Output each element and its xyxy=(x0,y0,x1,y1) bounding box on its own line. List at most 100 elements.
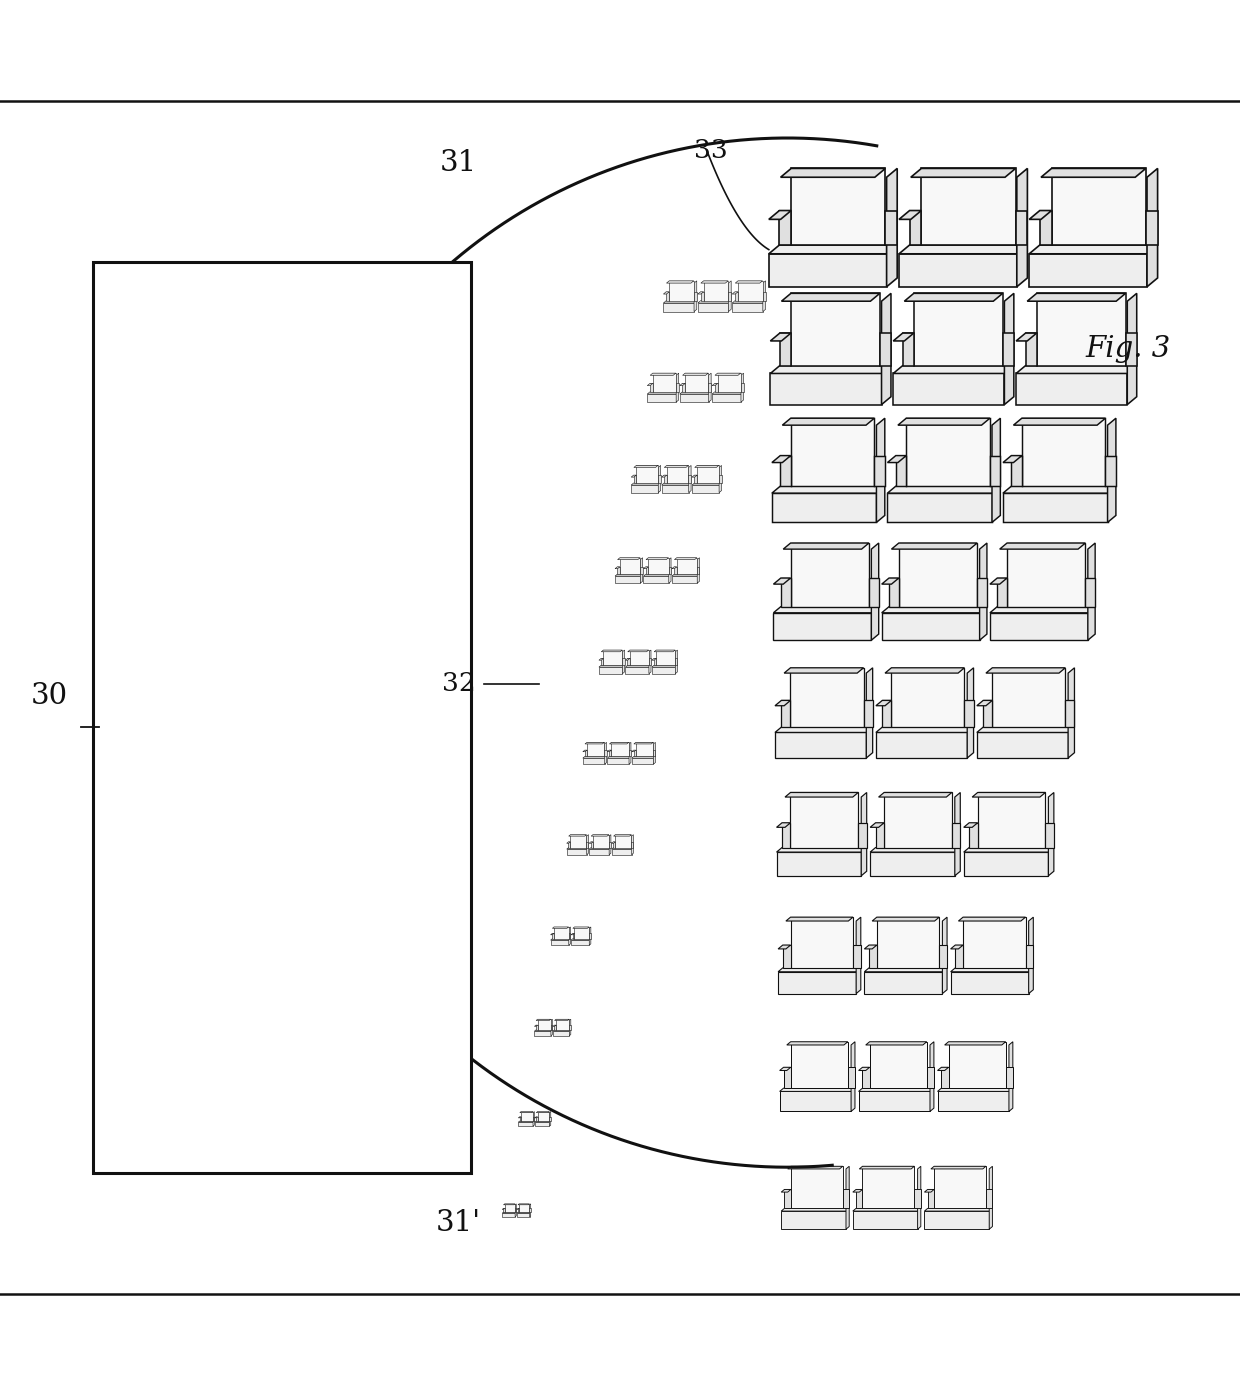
Polygon shape xyxy=(851,1041,854,1111)
Polygon shape xyxy=(963,917,1025,967)
Polygon shape xyxy=(864,967,947,972)
Polygon shape xyxy=(770,373,882,405)
Polygon shape xyxy=(589,934,591,938)
Polygon shape xyxy=(625,665,651,667)
Polygon shape xyxy=(644,576,668,583)
Polygon shape xyxy=(980,543,987,640)
Text: 33: 33 xyxy=(694,138,728,163)
Polygon shape xyxy=(787,1041,848,1045)
Polygon shape xyxy=(698,301,732,303)
Polygon shape xyxy=(604,750,606,756)
Polygon shape xyxy=(853,945,861,967)
Polygon shape xyxy=(652,658,656,660)
Polygon shape xyxy=(649,650,651,674)
Polygon shape xyxy=(569,1025,570,1030)
Polygon shape xyxy=(647,393,678,394)
Polygon shape xyxy=(570,835,587,848)
Polygon shape xyxy=(1126,333,1137,366)
Polygon shape xyxy=(680,383,686,386)
Polygon shape xyxy=(631,759,653,764)
Polygon shape xyxy=(742,373,744,402)
Polygon shape xyxy=(601,658,604,665)
Polygon shape xyxy=(781,1208,849,1211)
Polygon shape xyxy=(983,700,992,727)
Polygon shape xyxy=(697,558,699,583)
Polygon shape xyxy=(893,373,1004,405)
Polygon shape xyxy=(791,917,853,967)
Polygon shape xyxy=(662,475,667,477)
Polygon shape xyxy=(898,418,990,425)
Polygon shape xyxy=(955,945,963,967)
Polygon shape xyxy=(863,700,873,727)
Polygon shape xyxy=(990,607,1095,612)
Polygon shape xyxy=(930,1041,934,1111)
Polygon shape xyxy=(551,1025,552,1030)
Polygon shape xyxy=(910,168,1016,177)
Polygon shape xyxy=(942,917,947,994)
Polygon shape xyxy=(599,667,622,674)
Polygon shape xyxy=(640,567,642,574)
Polygon shape xyxy=(712,394,742,402)
Polygon shape xyxy=(666,281,693,283)
Polygon shape xyxy=(939,945,947,967)
Polygon shape xyxy=(1025,333,1037,366)
Polygon shape xyxy=(675,558,697,560)
Polygon shape xyxy=(534,1122,549,1126)
Polygon shape xyxy=(634,475,636,483)
Polygon shape xyxy=(1007,543,1085,607)
Polygon shape xyxy=(921,168,1016,245)
Polygon shape xyxy=(763,292,765,301)
Polygon shape xyxy=(776,848,867,852)
Polygon shape xyxy=(675,567,677,574)
Polygon shape xyxy=(609,750,611,756)
Text: Fig. 3: Fig. 3 xyxy=(1086,335,1171,363)
Polygon shape xyxy=(503,1208,505,1212)
Polygon shape xyxy=(999,543,1085,548)
Polygon shape xyxy=(791,418,874,486)
Polygon shape xyxy=(1029,917,1033,994)
Polygon shape xyxy=(631,842,634,848)
Polygon shape xyxy=(879,792,952,798)
Polygon shape xyxy=(719,475,722,483)
Polygon shape xyxy=(604,650,622,665)
Polygon shape xyxy=(977,727,1075,732)
Polygon shape xyxy=(791,294,880,366)
Polygon shape xyxy=(672,574,699,576)
Polygon shape xyxy=(631,475,636,477)
Polygon shape xyxy=(567,842,570,844)
Polygon shape xyxy=(680,394,708,402)
Polygon shape xyxy=(587,842,589,848)
Polygon shape xyxy=(1040,168,1146,177)
Polygon shape xyxy=(646,558,668,560)
Polygon shape xyxy=(970,823,977,848)
Polygon shape xyxy=(658,475,661,483)
Polygon shape xyxy=(587,835,589,855)
Polygon shape xyxy=(763,281,765,312)
Polygon shape xyxy=(925,1189,934,1192)
Polygon shape xyxy=(625,658,630,660)
Polygon shape xyxy=(658,465,661,493)
Polygon shape xyxy=(554,1025,556,1030)
Polygon shape xyxy=(963,848,1054,852)
Polygon shape xyxy=(926,1068,934,1089)
Polygon shape xyxy=(567,848,589,849)
Polygon shape xyxy=(652,665,677,667)
Polygon shape xyxy=(614,835,631,837)
Polygon shape xyxy=(784,668,863,674)
Polygon shape xyxy=(529,1208,531,1212)
Polygon shape xyxy=(583,759,605,764)
Polygon shape xyxy=(599,665,625,667)
Polygon shape xyxy=(670,281,693,301)
Polygon shape xyxy=(650,383,652,393)
Polygon shape xyxy=(694,465,719,468)
Polygon shape xyxy=(666,292,670,301)
Polygon shape xyxy=(977,700,992,706)
Polygon shape xyxy=(515,1208,516,1212)
Polygon shape xyxy=(770,366,892,373)
Polygon shape xyxy=(732,301,765,303)
Polygon shape xyxy=(790,668,863,727)
Polygon shape xyxy=(663,301,697,303)
Polygon shape xyxy=(569,835,587,837)
Polygon shape xyxy=(889,578,899,607)
Polygon shape xyxy=(608,750,611,752)
